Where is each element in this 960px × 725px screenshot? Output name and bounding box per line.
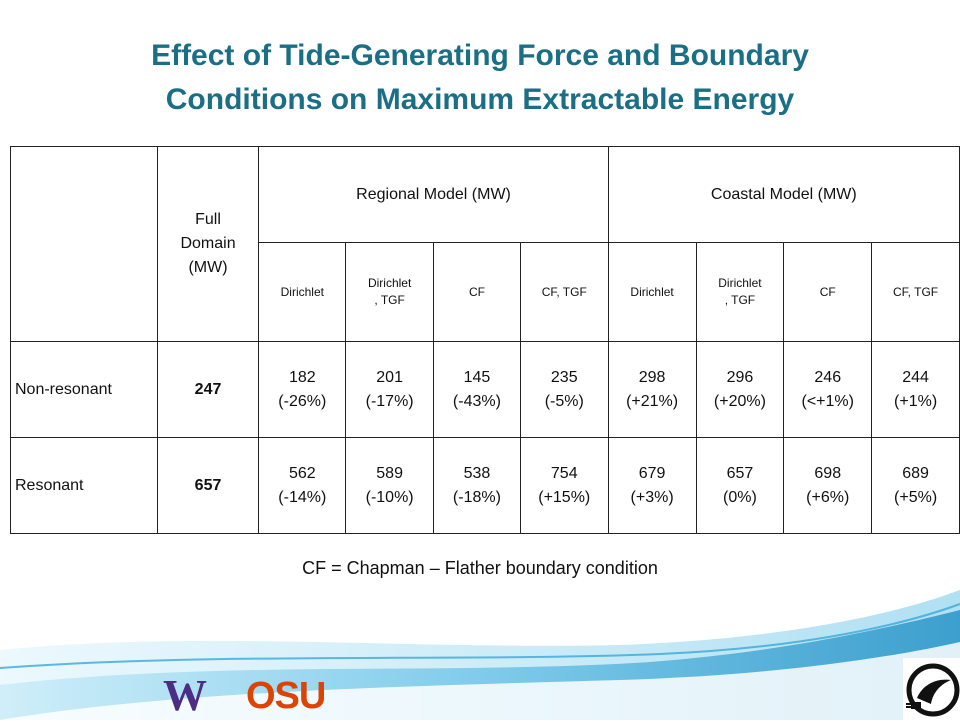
value-cell: 698 (+6%) [783, 437, 873, 534]
value-mw: 201 [376, 368, 403, 386]
sub-header-cell: CF [433, 242, 521, 342]
sub-header-cell: CF, TGF [519, 242, 609, 342]
table-row: Non-resonant 247 182 (-26%) 201 (-17%) 145 (-43… [10, 341, 960, 438]
footnote: CF = Chapman – Flather boundary conditio… [302, 558, 658, 578]
value-mw: 657 [726, 464, 754, 482]
row-label: Non-resonant [10, 341, 158, 438]
value-percent: (-10%) [365, 488, 414, 506]
value-mw: 562 [288, 464, 316, 482]
value-percent: (-14%) [278, 488, 327, 506]
full-domain-header: Full Domain (MW) [156, 146, 260, 342]
value-mw: 298 [638, 368, 666, 386]
value-cell: 589 (-10%) [345, 437, 435, 534]
sub-header-cell: Dirichlet [258, 242, 347, 342]
slide-title: Effect of Tide-Generating Force and Boun… [0, 34, 960, 122]
title-line-2: Conditions on Maximum Extractable Energy [165, 83, 795, 116]
value-mw: 589 [376, 464, 403, 482]
value-percent: (-26%) [278, 392, 327, 410]
value-percent: (-43%) [452, 392, 501, 410]
energy-table: Full Domain (MW) Regional Model (MW) Coa… [10, 146, 960, 534]
title-line-1: Effect of Tide-Generating Force and Boun… [151, 39, 809, 72]
sub-header-line: CF [468, 284, 485, 299]
full-domain-value: 247 [156, 341, 260, 438]
value-mw: 246 [814, 368, 842, 386]
value-percent: (+5%) [894, 488, 938, 506]
value-percent: (+6%) [806, 488, 850, 506]
value-mw: 244 [902, 368, 929, 386]
value-cell: 657 (0%) [695, 437, 785, 534]
sub-header-line: Dirichlet [630, 284, 674, 299]
table-row: Resonant 657 562 (-14%) 589 (-10%) 538 (-18%) 75… [10, 437, 960, 534]
sub-header-line: Dirichlet [718, 276, 762, 290]
wave-line [0, 603, 960, 669]
sub-header-line: Dirichlet [367, 276, 412, 290]
wave-band-front [0, 642, 960, 720]
value-cell: 246 (<+1%) [783, 341, 873, 438]
value-cell: 754 (+15%) [519, 437, 609, 534]
value-mw: 538 [463, 464, 491, 482]
sub-header-cell: CF, TGF [871, 242, 960, 342]
value-mw: 698 [814, 464, 842, 482]
coastal-model-header: Coastal Model (MW) [607, 146, 960, 243]
value-cell: 182 (-26%) [258, 341, 347, 438]
sub-header-cell: Dirichlet , TGF [695, 242, 785, 342]
full-domain-header-line: Domain [180, 235, 236, 252]
value-cell: 689 (+5%) [871, 437, 960, 534]
value-cell: 244 (+1%) [871, 341, 960, 438]
full-domain-value: 657 [156, 437, 260, 534]
sub-header-line: CF [819, 284, 836, 299]
value-mw: 182 [288, 368, 316, 386]
corner-header-cell [10, 146, 158, 342]
value-percent: (+1%) [894, 392, 938, 410]
value-cell: 538 (-18%) [433, 437, 521, 534]
value-mw: 679 [638, 464, 666, 482]
osu-logo: OSU [246, 675, 326, 717]
sub-header-line: , TGF [724, 293, 756, 307]
value-percent: (+21%) [626, 392, 679, 410]
full-domain-header-line: Full [195, 211, 221, 228]
value-mw: 689 [902, 464, 929, 482]
sub-header-line: , TGF [374, 293, 405, 307]
value-cell: 298 (+21%) [607, 341, 697, 438]
value-percent: (0%) [723, 488, 757, 506]
sub-header-line: Dirichlet [280, 284, 324, 299]
wave-decoration [0, 590, 960, 720]
sub-header-cell: Dirichlet [607, 242, 697, 342]
value-cell: 235 (-5%) [519, 341, 609, 438]
sub-header-line: CF, TGF [541, 284, 587, 299]
value-mw: 145 [463, 368, 491, 386]
row-label: Resonant [10, 437, 158, 534]
value-percent: (-18%) [452, 488, 501, 506]
value-percent: (+3%) [630, 488, 674, 506]
value-percent: (+15%) [538, 488, 591, 506]
sub-header-cell: CF [783, 242, 873, 342]
full-domain-header-line: (MW) [188, 259, 228, 276]
value-mw: 235 [550, 368, 578, 386]
value-cell: 145 (-43%) [433, 341, 521, 438]
regional-model-header: Regional Model (MW) [258, 146, 609, 243]
value-percent: (-17%) [365, 392, 414, 410]
value-cell: 296 (+20%) [695, 341, 785, 438]
value-percent: (-5%) [544, 392, 584, 410]
sub-header-line: CF, TGF [893, 284, 939, 299]
sub-header-cell: Dirichlet , TGF [345, 242, 435, 342]
value-cell: 679 (+3%) [607, 437, 697, 534]
plug-wave-icon [903, 658, 960, 720]
value-percent: (<+1%) [801, 392, 854, 410]
value-cell: 562 (-14%) [258, 437, 347, 534]
uw-logo: W [163, 671, 207, 720]
value-mw: 296 [726, 368, 754, 386]
value-mw: 754 [550, 464, 578, 482]
value-cell: 201 (-17%) [345, 341, 435, 438]
value-percent: (+20%) [713, 392, 766, 410]
